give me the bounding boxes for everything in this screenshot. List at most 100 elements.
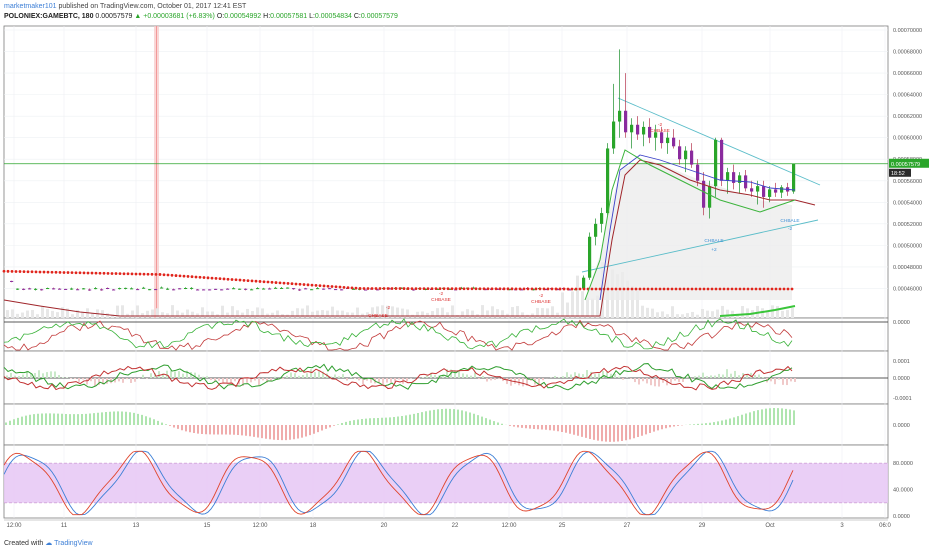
- author-link[interactable]: marketmaker101: [4, 3, 57, 10]
- macd-bar: [518, 378, 520, 386]
- long-ma-dot: [110, 272, 114, 275]
- long-ma-dot: [326, 284, 330, 288]
- macd-bar: [150, 373, 152, 378]
- long-ma-dot: [502, 287, 506, 291]
- long-ma-dot: [646, 287, 650, 291]
- long-ma-dot: [486, 287, 490, 291]
- macd-bar: [718, 373, 720, 378]
- long-ma-dot: [298, 282, 302, 286]
- long-ma-dot: [418, 287, 422, 291]
- long-ma-dot: [186, 275, 190, 278]
- macd-bar: [190, 372, 192, 378]
- volume-bar: [436, 308, 439, 318]
- long-ma-dot: [434, 287, 438, 291]
- long-ma-dot: [414, 287, 418, 290]
- fastest-ma-line: [584, 149, 796, 301]
- volume-bar: [21, 312, 24, 318]
- volume-bar: [636, 289, 639, 318]
- long-ma-dot: [574, 287, 578, 291]
- candle-body: [708, 186, 712, 208]
- candle-body: [238, 288, 242, 290]
- volume-bar: [491, 306, 494, 318]
- current-price-value: 0.00057579: [891, 162, 920, 168]
- volume-bar: [451, 305, 454, 318]
- long-ma-dot: [134, 272, 138, 276]
- macd-bar: [774, 378, 776, 385]
- macd-bar: [126, 378, 128, 380]
- long-ma-dot: [62, 271, 66, 274]
- high-label: H:: [263, 13, 271, 20]
- long-ma-dot: [314, 283, 318, 287]
- candle-body: [726, 172, 730, 181]
- volume-bar: [546, 308, 549, 318]
- volume-bar: [36, 314, 39, 318]
- candle-body: [612, 121, 616, 149]
- candle-body: [762, 186, 766, 197]
- time-tick-label: 15: [204, 523, 211, 529]
- candle-body: [328, 288, 332, 290]
- signal-annotation: CHBALE: [780, 218, 799, 224]
- macd-bar: [398, 378, 400, 380]
- long-ma-dot: [526, 287, 530, 291]
- macd-bar: [646, 378, 648, 384]
- candle-body: [714, 139, 718, 187]
- macd-bar: [66, 377, 68, 378]
- volume-bar: [206, 311, 209, 318]
- candle-body: [364, 289, 368, 291]
- long-ma-dot: [594, 287, 598, 291]
- price-tick-label: 0.00056000: [893, 179, 922, 185]
- volume-bar: [91, 313, 94, 318]
- countdown-tag: [889, 168, 911, 177]
- price-tick-label: 0.00052000: [893, 222, 922, 228]
- long-ma-dot: [382, 287, 386, 290]
- candle-body: [594, 223, 598, 237]
- low-label: L:: [309, 13, 315, 20]
- tradingview-link[interactable]: TradingView: [54, 540, 93, 547]
- signal-annotation: +2: [711, 247, 717, 253]
- candle-body: [256, 288, 260, 290]
- candle-body: [412, 289, 416, 291]
- long-ma-dot: [302, 283, 306, 286]
- open-label: O:: [216, 13, 225, 20]
- candle-body: [142, 287, 146, 289]
- volume-bar: [16, 313, 19, 318]
- long-ma-dot: [218, 277, 222, 281]
- long-ma-dot: [566, 287, 570, 291]
- candle-body: [732, 172, 736, 183]
- candle-body: [40, 289, 44, 291]
- macd-bar: [786, 378, 788, 386]
- macd-bar: [74, 378, 76, 379]
- long-ma-dot: [30, 270, 34, 274]
- volume-bar: [441, 307, 444, 318]
- long-ma-dot: [658, 287, 662, 291]
- macd-bar: [42, 373, 44, 378]
- volume-bar: [271, 312, 274, 318]
- long-ma-dot: [454, 287, 458, 291]
- macd-bar: [778, 378, 780, 380]
- stochastic-k-line: [3, 450, 794, 516]
- macd-bar: [358, 378, 360, 381]
- long-ma-dot: [226, 277, 230, 281]
- macd-bar: [278, 378, 280, 379]
- long-ma-dot: [402, 287, 406, 290]
- macd-bar: [726, 369, 728, 378]
- volume-bar: [331, 306, 334, 318]
- candle-body: [100, 289, 104, 291]
- long-ma-dot: [506, 287, 510, 291]
- macd-bar: [338, 376, 340, 378]
- candle-body: [118, 288, 122, 290]
- macd-bar: [722, 374, 724, 378]
- long-ma-dot: [206, 276, 210, 280]
- volume-bar: [696, 314, 699, 318]
- macd-bar: [22, 374, 24, 378]
- long-ma-dot: [630, 287, 634, 291]
- macd-bar: [510, 378, 512, 386]
- price-tick-label: 0.00054000: [893, 200, 922, 206]
- candle-body: [268, 288, 272, 290]
- candle-body: [738, 175, 742, 183]
- volume-bar: [81, 312, 84, 318]
- long-ma-dot: [462, 287, 466, 291]
- volume-bar: [561, 292, 564, 318]
- long-ma-dot: [726, 287, 730, 291]
